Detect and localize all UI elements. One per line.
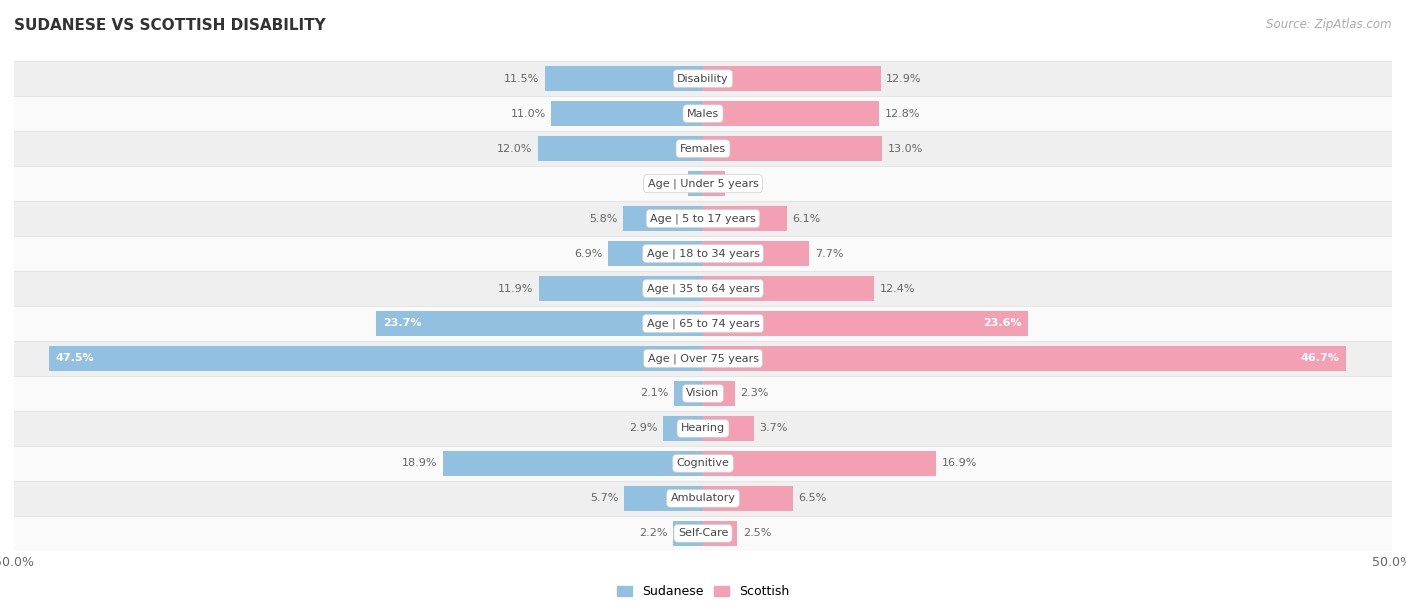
Text: Age | Over 75 years: Age | Over 75 years bbox=[648, 353, 758, 364]
Bar bbox=[703, 241, 808, 266]
Text: 7.7%: 7.7% bbox=[814, 248, 844, 258]
Text: 46.7%: 46.7% bbox=[1301, 354, 1340, 364]
Bar bbox=[377, 311, 703, 336]
Text: 5.8%: 5.8% bbox=[589, 214, 617, 223]
Text: 2.1%: 2.1% bbox=[640, 389, 669, 398]
Bar bbox=[14, 61, 1392, 96]
Bar bbox=[443, 451, 703, 476]
Text: 13.0%: 13.0% bbox=[887, 144, 922, 154]
Bar bbox=[14, 446, 1392, 481]
Bar bbox=[14, 376, 1392, 411]
Bar bbox=[623, 206, 703, 231]
Text: 23.6%: 23.6% bbox=[983, 318, 1021, 329]
Text: 1.1%: 1.1% bbox=[654, 179, 682, 188]
Bar bbox=[551, 101, 703, 126]
Bar bbox=[703, 311, 1028, 336]
Text: Males: Males bbox=[688, 109, 718, 119]
Bar bbox=[703, 416, 754, 441]
Bar bbox=[14, 481, 1392, 516]
Text: 16.9%: 16.9% bbox=[942, 458, 977, 468]
Text: Vision: Vision bbox=[686, 389, 720, 398]
Bar bbox=[703, 66, 880, 91]
Text: Cognitive: Cognitive bbox=[676, 458, 730, 468]
Text: Self-Care: Self-Care bbox=[678, 528, 728, 539]
Text: 11.5%: 11.5% bbox=[503, 73, 538, 84]
Bar bbox=[14, 271, 1392, 306]
Text: 3.7%: 3.7% bbox=[759, 424, 787, 433]
Text: 11.9%: 11.9% bbox=[498, 283, 533, 294]
Bar bbox=[703, 101, 879, 126]
Text: SUDANESE VS SCOTTISH DISABILITY: SUDANESE VS SCOTTISH DISABILITY bbox=[14, 18, 326, 34]
Text: 1.6%: 1.6% bbox=[731, 179, 759, 188]
Bar bbox=[14, 516, 1392, 551]
Bar bbox=[703, 486, 793, 511]
Text: 23.7%: 23.7% bbox=[384, 318, 422, 329]
Text: 6.5%: 6.5% bbox=[799, 493, 827, 503]
Bar bbox=[673, 381, 703, 406]
Bar bbox=[703, 346, 1347, 371]
Text: 2.3%: 2.3% bbox=[740, 389, 769, 398]
Bar bbox=[544, 66, 703, 91]
Bar bbox=[703, 381, 735, 406]
Text: 2.2%: 2.2% bbox=[638, 528, 668, 539]
Bar bbox=[14, 166, 1392, 201]
Bar bbox=[48, 346, 703, 371]
Text: Age | 65 to 74 years: Age | 65 to 74 years bbox=[647, 318, 759, 329]
Legend: Sudanese, Scottish: Sudanese, Scottish bbox=[612, 580, 794, 603]
Text: 5.7%: 5.7% bbox=[591, 493, 619, 503]
Text: 47.5%: 47.5% bbox=[55, 354, 94, 364]
Text: 18.9%: 18.9% bbox=[402, 458, 437, 468]
Bar bbox=[703, 451, 936, 476]
Text: Age | 5 to 17 years: Age | 5 to 17 years bbox=[650, 214, 756, 224]
Bar bbox=[14, 411, 1392, 446]
Text: 11.0%: 11.0% bbox=[510, 109, 546, 119]
Bar bbox=[703, 521, 738, 546]
Text: Source: ZipAtlas.com: Source: ZipAtlas.com bbox=[1267, 18, 1392, 31]
Bar bbox=[14, 306, 1392, 341]
Bar bbox=[537, 136, 703, 161]
Text: 2.5%: 2.5% bbox=[742, 528, 772, 539]
Bar bbox=[703, 171, 725, 196]
Bar bbox=[14, 341, 1392, 376]
Bar bbox=[14, 131, 1392, 166]
Bar bbox=[664, 416, 703, 441]
Text: Disability: Disability bbox=[678, 73, 728, 84]
Text: 12.8%: 12.8% bbox=[884, 109, 921, 119]
Text: Age | 35 to 64 years: Age | 35 to 64 years bbox=[647, 283, 759, 294]
Text: 6.1%: 6.1% bbox=[793, 214, 821, 223]
Bar bbox=[538, 276, 703, 301]
Text: Age | Under 5 years: Age | Under 5 years bbox=[648, 178, 758, 189]
Bar bbox=[14, 201, 1392, 236]
Text: 12.9%: 12.9% bbox=[886, 73, 922, 84]
Bar bbox=[14, 236, 1392, 271]
Bar bbox=[688, 171, 703, 196]
Text: 2.9%: 2.9% bbox=[628, 424, 658, 433]
Text: 12.4%: 12.4% bbox=[879, 283, 915, 294]
Bar bbox=[624, 486, 703, 511]
Bar bbox=[607, 241, 703, 266]
Bar bbox=[703, 206, 787, 231]
Text: Females: Females bbox=[681, 144, 725, 154]
Text: Age | 18 to 34 years: Age | 18 to 34 years bbox=[647, 248, 759, 259]
Bar bbox=[672, 521, 703, 546]
Bar bbox=[703, 136, 882, 161]
Text: 12.0%: 12.0% bbox=[496, 144, 531, 154]
Bar bbox=[14, 96, 1392, 131]
Bar bbox=[703, 276, 875, 301]
Text: Ambulatory: Ambulatory bbox=[671, 493, 735, 503]
Text: 6.9%: 6.9% bbox=[574, 248, 602, 258]
Text: Hearing: Hearing bbox=[681, 424, 725, 433]
